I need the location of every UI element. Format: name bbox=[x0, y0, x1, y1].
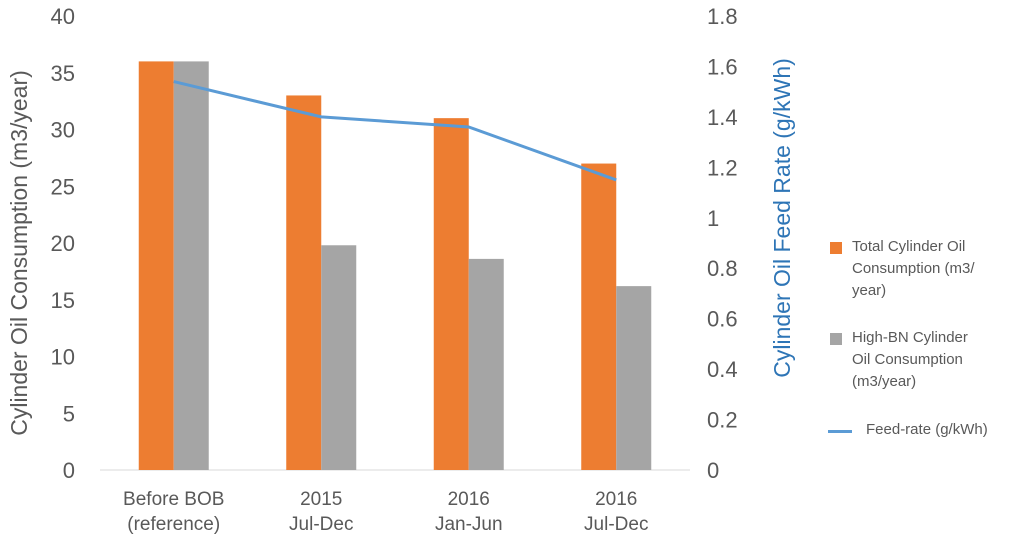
legend-label-total-3: year) bbox=[852, 281, 887, 299]
legend: Total Cylinder Oil Consumption (m3/ year… bbox=[828, 236, 1020, 441]
y-tick-label-left: 0 bbox=[63, 458, 75, 483]
y-tick-label-left: 25 bbox=[51, 174, 75, 199]
legend-label-highbn-1: High-BN Cylinder bbox=[852, 329, 968, 347]
y-tick-label-right: 1.4 bbox=[707, 105, 738, 130]
bar-total bbox=[581, 163, 617, 471]
legend-item-highbn: High-BN Cylinder Oil Consumption (m3/yea… bbox=[830, 327, 1020, 392]
legend-swatch-feed bbox=[828, 429, 852, 433]
y-tick-label-right: 0.2 bbox=[707, 408, 738, 433]
bar-total bbox=[286, 95, 322, 470]
bar-highbn bbox=[468, 258, 504, 470]
y-axis-title-left: Cylinder Oil Consumption (m3/year) bbox=[6, 70, 32, 436]
y-tick-label-right: 1.2 bbox=[707, 155, 738, 180]
y-tick-label-right: 1.8 bbox=[707, 4, 738, 29]
bar-highbn bbox=[616, 286, 652, 470]
bar-highbn bbox=[321, 245, 357, 470]
bars bbox=[138, 61, 652, 471]
y-tick-label-right: 1.6 bbox=[707, 54, 738, 79]
legend-item-total: Total Cylinder Oil Consumption (m3/ year… bbox=[830, 236, 1020, 301]
y-tick-label-left: 35 bbox=[51, 61, 75, 86]
y-tick-label-left: 15 bbox=[51, 288, 75, 313]
x-tick-label: (reference) bbox=[127, 514, 220, 535]
y-tick-label-right: 0.4 bbox=[707, 357, 738, 382]
legend-item-feed: Feed-rate (g/kWh) bbox=[828, 419, 1020, 441]
x-tick-label: 2015 bbox=[300, 489, 342, 510]
x-tick-label: Jul-Dec bbox=[289, 514, 353, 535]
legend-swatch-total bbox=[830, 242, 842, 254]
x-tick-label: Before BOB bbox=[123, 489, 224, 510]
y-axis-title-right: Cylinder Oil Feed Rate (g/kWh) bbox=[769, 58, 795, 378]
legend-label-total-2: Consumption (m3/ bbox=[852, 259, 975, 277]
y-tick-label-left: 5 bbox=[63, 401, 75, 426]
x-tick-label: Jul-Dec bbox=[584, 514, 648, 535]
legend-label-highbn-2: Oil Consumption bbox=[852, 351, 963, 368]
y-tick-label-right: 0.8 bbox=[707, 256, 738, 281]
y-tick-label-left: 10 bbox=[51, 345, 75, 370]
y-tick-label-right: 1 bbox=[707, 206, 719, 231]
legend-swatch-highbn bbox=[830, 333, 842, 346]
y-tick-label-left: 40 bbox=[51, 4, 75, 29]
y-tick-label-left: 30 bbox=[51, 118, 75, 143]
feed-rate-line bbox=[173, 80, 617, 182]
legend-label-highbn-3: (m3/year) bbox=[852, 372, 917, 390]
feed-rate-line-group bbox=[173, 80, 617, 182]
x-tick-label: 2016 bbox=[448, 489, 490, 510]
y-tick-label-right: 0 bbox=[707, 458, 719, 483]
x-tick-label: 2016 bbox=[595, 489, 637, 510]
bar-total bbox=[138, 61, 174, 471]
bar-total bbox=[433, 118, 469, 471]
x-tick-label: Jan-Jun bbox=[435, 514, 503, 535]
y-tick-label-left: 20 bbox=[51, 231, 75, 256]
legend-label-feed: Feed-rate (g/kWh) bbox=[866, 420, 988, 438]
legend-label-total-1: Total Cylinder Oil bbox=[852, 238, 966, 255]
y-tick-label-right: 0.6 bbox=[707, 307, 738, 332]
axis-labels: 0 5 10 15 20 25 30 35 40 0 0.2 0.4 0.6 0.8 1 1.2 1.4 1.6 1… bbox=[6, 4, 795, 535]
bar-highbn bbox=[173, 61, 209, 471]
